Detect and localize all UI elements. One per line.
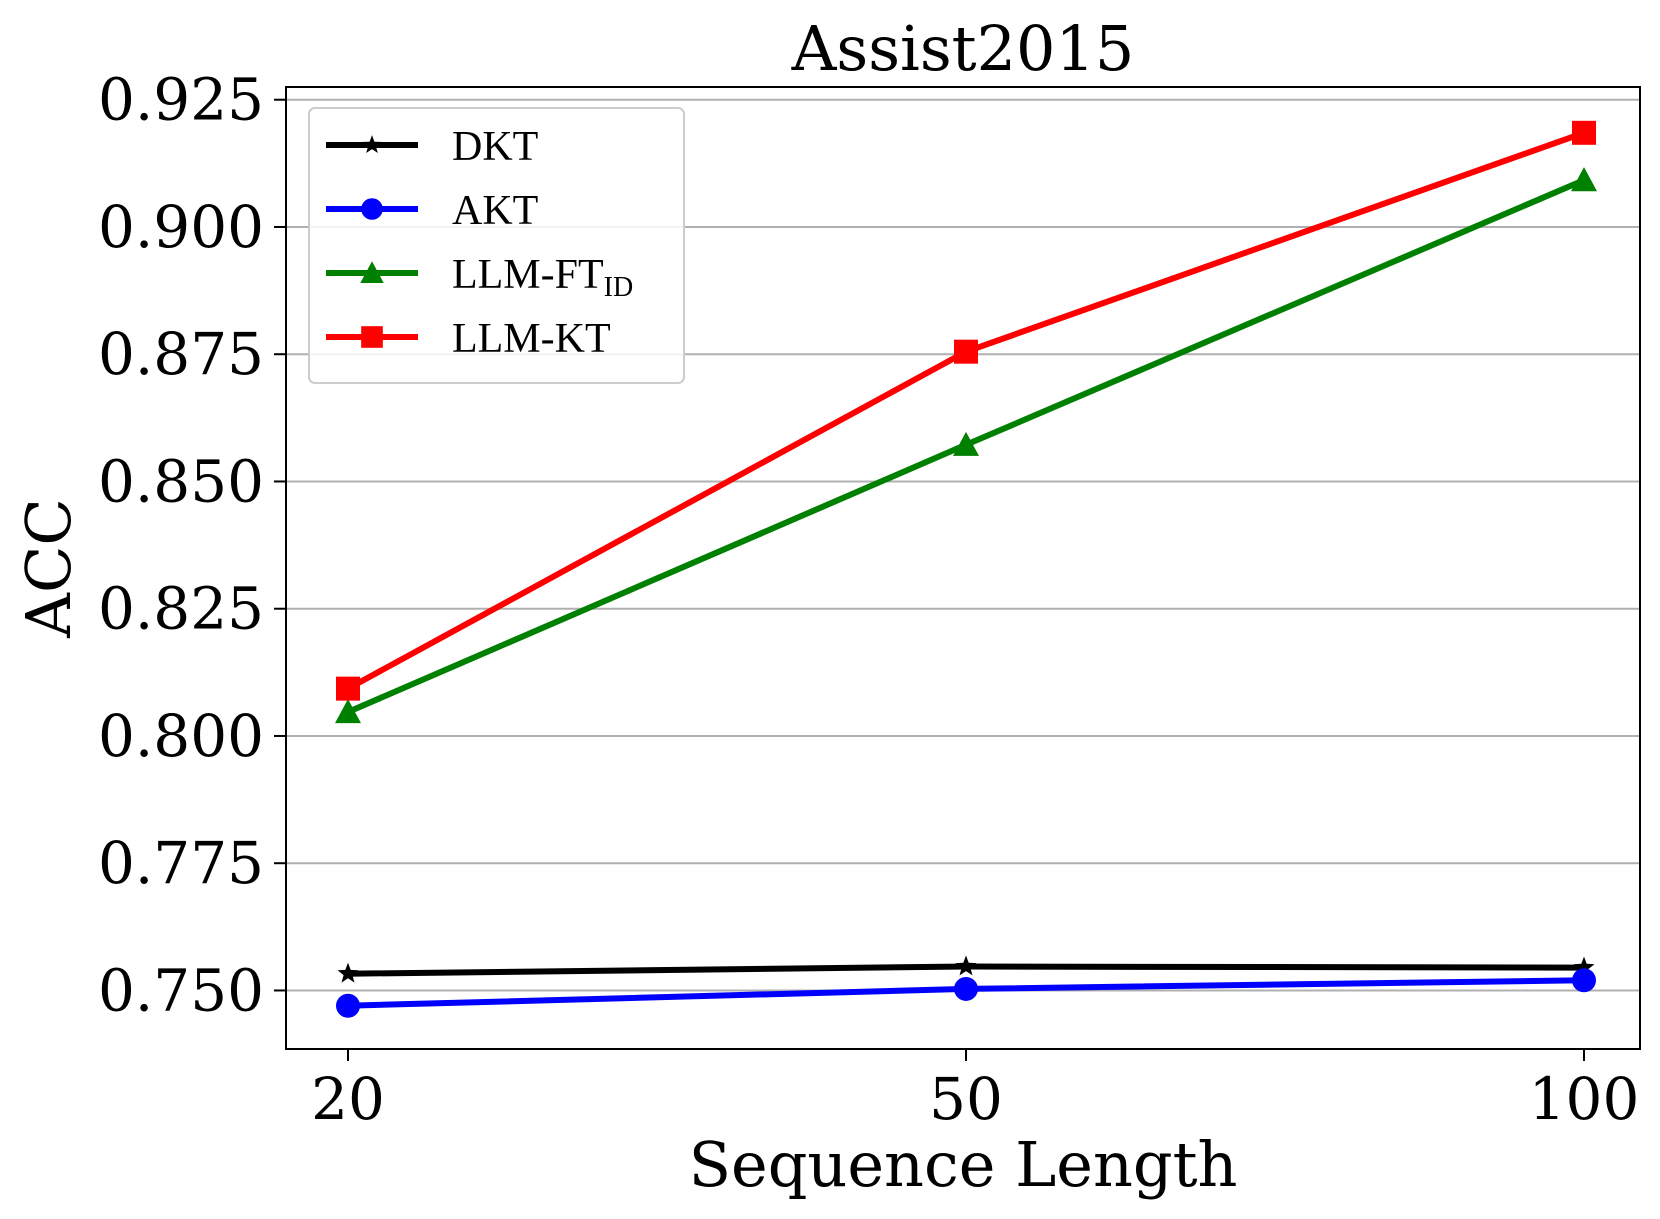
data-point [1571, 167, 1597, 192]
x-tick-label: 20 [311, 1065, 385, 1133]
legend-marker [360, 261, 384, 283]
y-tick-label: 0.825 [98, 575, 264, 643]
x-tick-label: 100 [1529, 1065, 1640, 1133]
data-point [955, 955, 977, 976]
legend-label-main: LLM-KT [452, 316, 611, 362]
series-layer [335, 120, 1597, 1018]
legend-label: AKT [452, 188, 538, 234]
legend: DKT AKT LLM-FTID LLM-KT [308, 107, 685, 384]
legend-marker [361, 198, 383, 220]
legend-entry-dkt: DKT [326, 124, 538, 170]
data-point [1573, 956, 1595, 977]
y-axis: 0.750 0.775 0.800 0.825 0.850 0.875 0.900 0.925 [98, 66, 286, 1024]
y-tick-label: 0.775 [98, 829, 264, 897]
series-dkt [337, 955, 1595, 983]
x-tick-label: 50 [929, 1065, 1003, 1133]
legend-label: LLM-KT [452, 316, 611, 362]
data-point [954, 339, 978, 364]
data-point [954, 976, 978, 1001]
series-llm-kt [336, 120, 1596, 701]
y-tick-label: 0.925 [98, 66, 264, 134]
x-axis: 20 50 100 [311, 1049, 1639, 1133]
chart-title: Assist2015 [791, 12, 1135, 85]
x-axis-label: Sequence Length [689, 1128, 1238, 1201]
legend-entry-akt: AKT [326, 188, 538, 234]
data-point [1572, 968, 1596, 993]
data-point [336, 993, 360, 1018]
data-point [337, 962, 359, 983]
legend-label-main: LLM-FT [452, 252, 604, 298]
data-point [953, 431, 979, 456]
legend-label: DKT [452, 124, 538, 170]
plot-area-frame [285, 86, 1641, 1050]
legend-label: LLM-FTID [452, 252, 633, 303]
legend-label-subscript: ID [604, 272, 634, 303]
legend-label-main: DKT [452, 124, 538, 170]
y-tick-label: 0.800 [98, 702, 264, 770]
y-tick-label: 0.850 [98, 447, 264, 515]
legend-box [308, 107, 685, 384]
legend-entry-llm-ftid: LLM-FTID [326, 252, 633, 303]
data-point [335, 699, 361, 724]
legend-entry-llm-kt: LLM-KT [326, 316, 611, 362]
series-llm-ftid [335, 167, 1597, 724]
y-tick-label: 0.900 [98, 193, 264, 261]
data-point [336, 676, 360, 701]
legend-marker [362, 135, 382, 153]
legend-marker [361, 326, 383, 348]
legend-label-main: AKT [452, 188, 538, 234]
y-tick-label: 0.750 [98, 956, 264, 1024]
series-akt [336, 968, 1596, 1018]
data-point [1572, 120, 1596, 145]
y-axis-label: ACC [12, 498, 85, 639]
y-tick-label: 0.875 [98, 320, 264, 388]
